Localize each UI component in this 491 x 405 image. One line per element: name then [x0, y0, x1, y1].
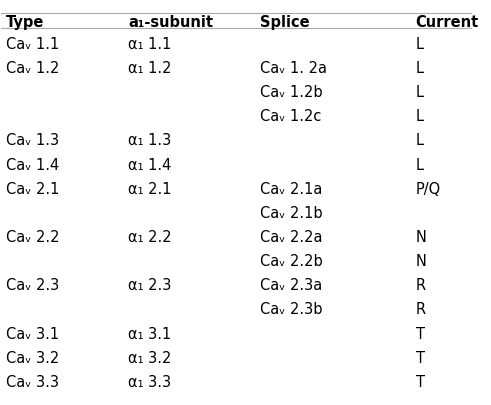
Text: α₁ 1.2: α₁ 1.2: [129, 61, 172, 76]
Text: α₁ 1.3: α₁ 1.3: [129, 134, 172, 149]
Text: α₁ 3.1: α₁ 3.1: [129, 326, 172, 341]
Text: R: R: [415, 278, 426, 293]
Text: Caᵥ 2.1: Caᵥ 2.1: [6, 182, 59, 197]
Text: L: L: [415, 85, 424, 100]
Text: T: T: [415, 326, 425, 341]
Text: Caᵥ 2.2: Caᵥ 2.2: [6, 230, 59, 245]
Text: L: L: [415, 61, 424, 76]
Text: T: T: [415, 351, 425, 366]
Text: a₁-subunit: a₁-subunit: [129, 15, 214, 30]
Text: Caᵥ 2.1b: Caᵥ 2.1b: [260, 206, 323, 221]
Text: Caᵥ 2.3a: Caᵥ 2.3a: [260, 278, 323, 293]
Text: Caᵥ 3.3: Caᵥ 3.3: [6, 375, 59, 390]
Text: N: N: [415, 254, 426, 269]
Text: Caᵥ 1.1: Caᵥ 1.1: [6, 37, 59, 52]
Text: Caᵥ 1.4: Caᵥ 1.4: [6, 158, 59, 173]
Text: α₁ 2.3: α₁ 2.3: [129, 278, 172, 293]
Text: α₁ 1.4: α₁ 1.4: [129, 158, 172, 173]
Text: Caᵥ 2.2b: Caᵥ 2.2b: [260, 254, 323, 269]
Text: α₁ 2.2: α₁ 2.2: [129, 230, 172, 245]
Text: α₁ 3.2: α₁ 3.2: [129, 351, 172, 366]
Text: N: N: [415, 230, 426, 245]
Text: Caᵥ 2.3: Caᵥ 2.3: [6, 278, 59, 293]
Text: R: R: [415, 303, 426, 318]
Text: Caᵥ 3.1: Caᵥ 3.1: [6, 326, 59, 341]
Text: L: L: [415, 109, 424, 124]
Text: Caᵥ 1.2b: Caᵥ 1.2b: [260, 85, 323, 100]
Text: Splice: Splice: [260, 15, 310, 30]
Text: α₁ 1.1: α₁ 1.1: [129, 37, 172, 52]
Text: Caᵥ 1.2c: Caᵥ 1.2c: [260, 109, 322, 124]
Text: T: T: [415, 375, 425, 390]
Text: L: L: [415, 158, 424, 173]
Text: Caᵥ 2.3b: Caᵥ 2.3b: [260, 303, 323, 318]
Text: L: L: [415, 134, 424, 149]
Text: L: L: [415, 37, 424, 52]
Text: Caᵥ 2.1a: Caᵥ 2.1a: [260, 182, 323, 197]
Text: Caᵥ 2.2a: Caᵥ 2.2a: [260, 230, 323, 245]
Text: Type: Type: [6, 15, 45, 30]
Text: Current: Current: [415, 15, 479, 30]
Text: Caᵥ 1.2: Caᵥ 1.2: [6, 61, 59, 76]
Text: P/Q: P/Q: [415, 182, 441, 197]
Text: Caᵥ 3.2: Caᵥ 3.2: [6, 351, 59, 366]
Text: α₁ 3.3: α₁ 3.3: [129, 375, 171, 390]
Text: Caᵥ 1. 2a: Caᵥ 1. 2a: [260, 61, 327, 76]
Text: Caᵥ 1.3: Caᵥ 1.3: [6, 134, 59, 149]
Text: α₁ 2.1: α₁ 2.1: [129, 182, 172, 197]
